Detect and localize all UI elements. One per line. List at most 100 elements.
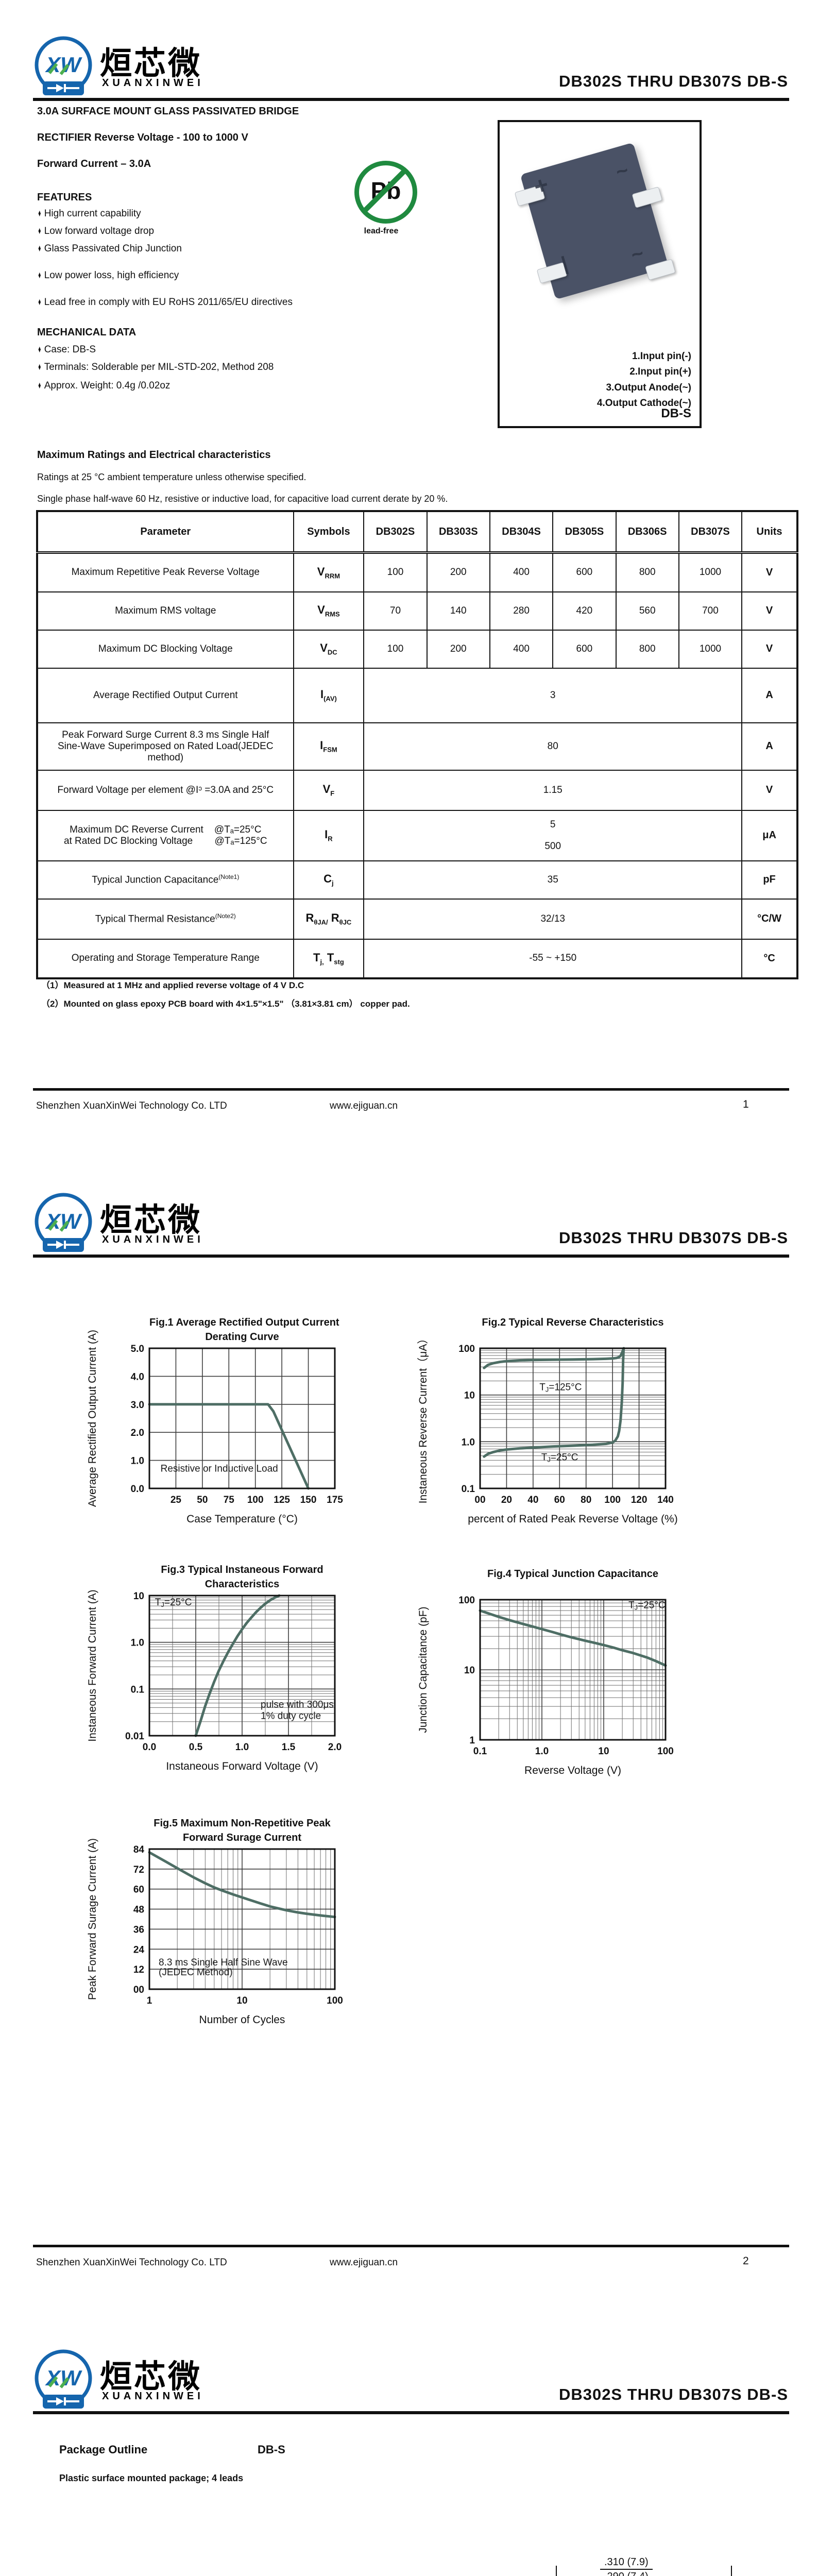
product-headline-2: RECTIFIER Reverse Voltage - 100 to 1000 … [37, 132, 248, 143]
feature-item: Glass Passivated Chip Junction [37, 243, 326, 255]
svg-text:2.0: 2.0 [131, 1428, 144, 1438]
ratings-value: 100 [363, 629, 428, 669]
svg-text:100: 100 [458, 1344, 475, 1354]
svg-text:125: 125 [274, 1495, 290, 1505]
note-2: （2）Mounted on glass epoxy PCB board with… [41, 998, 410, 1009]
svg-text:72: 72 [133, 1865, 144, 1875]
svg-text:40: 40 [527, 1495, 538, 1505]
ratings-row: Forward Voltage per element @Iᵓ =3.0A an… [37, 769, 798, 811]
svg-text:24: 24 [133, 1944, 145, 1955]
feature-item: Low forward voltage drop [37, 226, 326, 237]
ratings-value: -55 ~ +150 [363, 938, 743, 979]
ratings-row: Maximum Repetitive Peak Reverse Voltage V… [37, 552, 798, 592]
ratings-header-cell: DB302S [363, 511, 428, 554]
svg-text:1.0: 1.0 [535, 1746, 549, 1757]
ratings-symbol: VDC [293, 629, 365, 669]
doc-title: DB302S THRU DB307S DB-S [558, 1229, 788, 1247]
feature-item: Low power loss, high efficiency [37, 270, 326, 281]
ratings-symbol: IR [293, 809, 365, 861]
ratings-header-cell: DB304S [489, 511, 554, 554]
ratings-value: 1.15 [363, 769, 743, 811]
fig4-junction-capacitance: Fig.4 Typical Junction Capacitance 0.1 1.0… [408, 1567, 696, 1778]
page-2: XW 烜芯微 XUANXINWEI DB302S THRU DB307S DB-… [0, 1157, 818, 2313]
svg-text:60: 60 [133, 1885, 144, 1895]
svg-text:175: 175 [327, 1495, 343, 1505]
ratings-value: 560 [615, 591, 679, 631]
ratings-title: Maximum Ratings and Electrical character… [37, 449, 271, 461]
svg-text:1.0: 1.0 [131, 1638, 144, 1649]
svg-text:1.5: 1.5 [282, 1742, 296, 1753]
company-name-latin: XUANXINWEI [102, 77, 204, 89]
package-caption: DB-S [661, 406, 691, 420]
page-number: 1 [743, 1098, 749, 1110]
ratings-value: 700 [678, 591, 743, 631]
ratings-value: 1000 [678, 552, 743, 592]
feature-item: Lead free in comply with EU RoHS 2011/65… [37, 297, 326, 308]
page-3: XW 烜芯微 XUANXINWEI DB302S THRU DB307S DB-… [0, 2313, 818, 2576]
svg-text:5.0: 5.0 [131, 1344, 144, 1354]
figure-title: Fig.2 Typical Reverse Characteristics [482, 1317, 664, 1328]
feature-item: High current capability [37, 208, 326, 219]
svg-text:100: 100 [657, 1746, 674, 1757]
ratings-notes: （1）Measured at 1 MHz and applied reverse… [41, 976, 410, 1013]
svg-text:10: 10 [236, 1995, 247, 2006]
svg-text:0.0: 0.0 [143, 1742, 156, 1753]
ratings-table-container: Parameter Symbols DB302S DB303S DB304S DB305S… [36, 510, 798, 979]
svg-text:10: 10 [133, 1591, 144, 1602]
figure-plot: 0.1 1.0 10 100 1 10 100 TJ=25°C Reverse Voltage … [417, 1595, 674, 1776]
svg-text:10: 10 [598, 1746, 609, 1757]
fig1-derating-curve: Fig.1 Average Rectified Output Current De… [77, 1315, 366, 1527]
mech-item: Case: DB-S [37, 344, 356, 355]
svg-text:1: 1 [147, 1995, 152, 2006]
ratings-row: Operating and Storage Temperature Range T… [37, 938, 798, 979]
ratings-header-cell: Symbols [293, 511, 365, 554]
footer-rule [33, 1088, 789, 1091]
figure-plot: 1 10 100 00 12 24 36 48 60 72 84 8.3 ms Single Half… [87, 1838, 343, 2026]
ratings-value: 80 [363, 722, 743, 771]
ratings-symbol: VRMS [293, 591, 365, 631]
svg-text:0.1: 0.1 [462, 1484, 475, 1495]
svg-text:48: 48 [133, 1905, 144, 1916]
company-logo: XW [32, 35, 95, 99]
features-title: FEATURES [37, 192, 92, 203]
svg-text:0.01: 0.01 [125, 1731, 144, 1742]
pin-label: 2.Input pin(+) [629, 366, 691, 378]
svg-text:00: 00 [474, 1495, 485, 1505]
chip-lead [645, 259, 676, 281]
chart-annotation: TJ=25°C [155, 1597, 192, 1608]
features-list: High current capability Low forward volt… [37, 208, 326, 308]
svg-text:4.0: 4.0 [131, 1371, 144, 1382]
ratings-value: 32/13 [363, 898, 743, 940]
svg-text:0.1: 0.1 [131, 1684, 145, 1695]
fig3-forward-characteristics: Fig.3 Typical Instaneous Forward Characte… [77, 1563, 366, 1774]
ratings-value: 35 [363, 860, 743, 900]
ratings-header-cell: Units [741, 511, 798, 554]
svg-text:2.0: 2.0 [328, 1742, 342, 1753]
svg-text:3.0: 3.0 [131, 1400, 144, 1411]
chip-lead [632, 187, 663, 208]
chart-ylabel: Instaneous Forward Current (A) [87, 1589, 98, 1741]
ratings-value: 200 [426, 629, 490, 669]
package-photo: + ~ | ~ [514, 142, 676, 300]
ratings-value: 420 [552, 591, 617, 631]
dim-body-width-outer: .310 (7.9).290 (7.4) [600, 2555, 653, 2576]
ratings-param: Maximum DC Blocking Voltage [37, 629, 294, 669]
footer-site[interactable]: www.ejiguan.cn [330, 1100, 398, 1111]
svg-text:60: 60 [554, 1495, 565, 1505]
ratings-symbol: I(AV) [293, 667, 365, 723]
ratings-value: 1000 [678, 629, 743, 669]
ratings-symbol: Tj, Tstg [293, 938, 365, 979]
chart-annotation: 8.3 ms Single Half Sine Wave [159, 1957, 288, 1968]
fig2-reverse-characteristics: Fig.2 Typical Reverse Characteristics 00 2… [408, 1315, 696, 1527]
ratings-unit: °C [741, 938, 798, 979]
pinout-list: 1.Input pin(-) 2.Input pin(+) 3.Output A… [597, 349, 691, 412]
ratings-param: Forward Voltage per element @Iᵓ =3.0A an… [37, 769, 294, 811]
svg-text:100: 100 [327, 1995, 343, 2006]
svg-text:36: 36 [133, 1924, 144, 1935]
figure-title: Fig.4 Typical Junction Capacitance [487, 1568, 658, 1580]
chart-annotation: TJ=25°C [628, 1600, 666, 1611]
logo-mark-icon: XW [35, 2349, 92, 2409]
footer-site[interactable]: www.ejiguan.cn [330, 2257, 398, 2268]
chart-annotation: pulse with 300μs [261, 1700, 334, 1710]
figure-title: Fig.3 Typical Instaneous Forward Characte… [161, 1564, 323, 1590]
